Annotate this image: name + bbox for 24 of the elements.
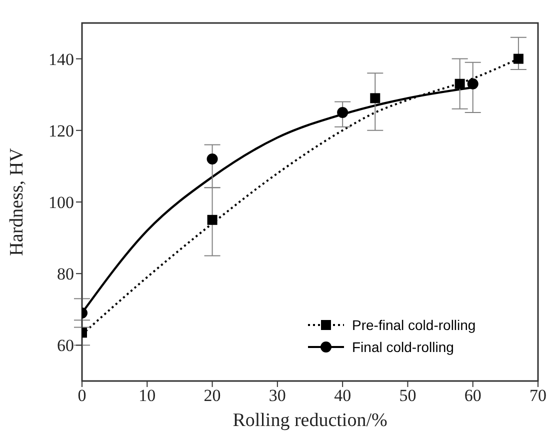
point [467, 78, 478, 90]
legend-label: Final cold-rolling [352, 339, 454, 355]
legend-label: Pre-final cold-rolling [352, 317, 476, 333]
point [207, 214, 218, 225]
point [337, 107, 348, 118]
point [513, 54, 524, 64]
y-axis-title: Hardness, HV [6, 148, 28, 256]
x-tick-label: 30 [268, 386, 286, 406]
point [370, 93, 380, 104]
y-tick-label: 100 [48, 193, 74, 212]
y-tick-label: 80 [57, 264, 74, 284]
x-axis-title: Rolling reduction/% [232, 410, 388, 431]
x-tick-label: 60 [464, 386, 482, 406]
y-tick-label: 60 [57, 336, 74, 356]
x-tick-label: 40 [334, 386, 352, 406]
point [454, 78, 465, 89]
x-tick-label: 10 [138, 386, 156, 406]
x-tick-label: 0 [78, 386, 86, 406]
x-tick-label: 20 [204, 386, 221, 406]
y-tick-label: 140 [48, 50, 74, 69]
x-tick-label: 70 [530, 386, 546, 406]
y-tick-label: 120 [48, 121, 74, 140]
point [206, 154, 218, 165]
x-tick-label: 50 [399, 386, 416, 406]
